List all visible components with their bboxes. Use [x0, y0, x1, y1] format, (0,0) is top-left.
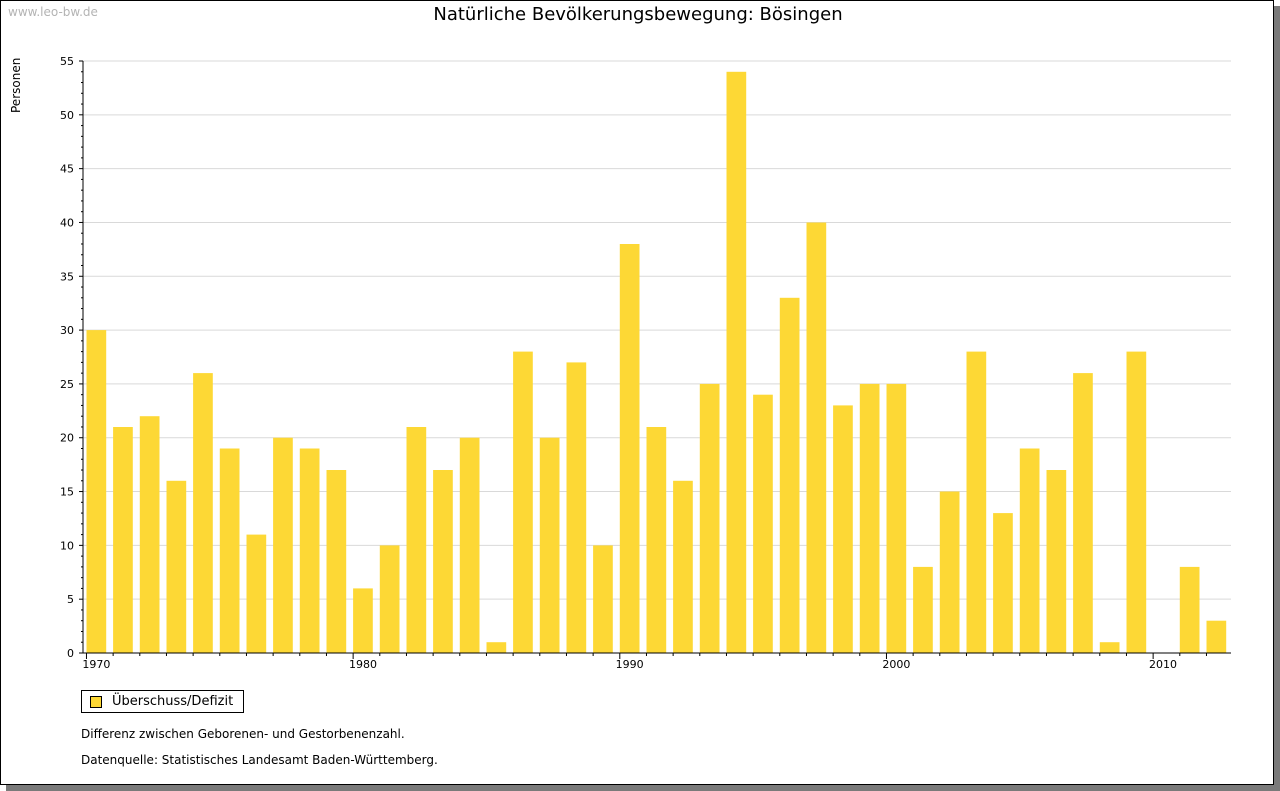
x-tick-label: 1980	[349, 658, 377, 671]
bar	[513, 351, 533, 653]
bar	[379, 545, 400, 653]
bar	[1073, 373, 1093, 653]
bar	[1019, 448, 1040, 653]
bar-chart: 0 5 10 15 20 25 30 35 40 45 50 55 1970 1980 1990 2000 20…	[60, 55, 1231, 671]
bar	[1099, 642, 1120, 653]
source-note: Datenquelle: Statistisches Landesamt Bad…	[81, 753, 438, 767]
y-tick-label: 30	[60, 324, 74, 337]
legend-swatch	[90, 695, 102, 708]
y-tick-label: 20	[60, 432, 74, 445]
x-tick-label: 2000	[882, 658, 910, 671]
y-tick-label: 40	[60, 216, 74, 229]
bar	[246, 534, 267, 653]
y-tick-label: 50	[60, 109, 74, 122]
bar	[753, 394, 773, 653]
bar	[886, 383, 907, 653]
bar	[566, 362, 587, 653]
bar	[486, 642, 507, 653]
bar	[113, 427, 133, 653]
bar	[139, 416, 160, 653]
bar	[326, 470, 347, 653]
bar	[1179, 566, 1200, 653]
bar	[219, 448, 240, 653]
bar	[966, 351, 987, 653]
bar	[166, 480, 187, 653]
footnote: Differenz zwischen Geborenen- und Gestor…	[81, 727, 405, 741]
bar	[193, 373, 213, 653]
y-tick-label: 35	[60, 270, 74, 283]
y-tick-label: 5	[67, 593, 74, 606]
bar	[86, 330, 107, 653]
bar	[299, 448, 320, 653]
bar	[806, 222, 827, 653]
chart-title: Natürliche Bevölkerungsbewegung: Bösinge…	[433, 4, 843, 25]
bar	[1206, 620, 1227, 653]
bar	[859, 383, 880, 653]
bar	[833, 405, 853, 653]
bar	[433, 470, 453, 653]
bar	[699, 383, 720, 653]
legend: Überschuss/Defizit	[81, 690, 245, 713]
watermark: www.leo-bw.de	[8, 5, 98, 19]
x-tick-label: 2010	[1149, 658, 1177, 671]
y-tick-label: 15	[60, 486, 74, 499]
y-tick-label: 10	[60, 539, 74, 552]
bar	[593, 545, 613, 653]
bar	[406, 427, 427, 653]
bar	[459, 437, 480, 653]
bar	[726, 71, 747, 654]
bar	[646, 427, 667, 653]
bar	[993, 513, 1013, 653]
bar	[353, 588, 373, 653]
y-tick-label: 25	[60, 378, 74, 391]
y-tick-label: 45	[60, 163, 74, 176]
y-tick-label: 0	[67, 647, 74, 660]
bar	[539, 437, 560, 653]
x-tick-label: 1990	[616, 658, 644, 671]
bar	[273, 437, 293, 653]
bar	[1126, 351, 1147, 653]
y-tick-label: 55	[60, 55, 74, 68]
bar	[619, 244, 640, 653]
bar	[913, 566, 933, 653]
bar	[779, 297, 800, 653]
bar	[939, 491, 960, 653]
bar	[1046, 470, 1067, 653]
legend-label: Überschuss/Defizit	[112, 694, 234, 709]
bar	[673, 480, 693, 653]
x-tick-label: 1970	[82, 658, 110, 671]
